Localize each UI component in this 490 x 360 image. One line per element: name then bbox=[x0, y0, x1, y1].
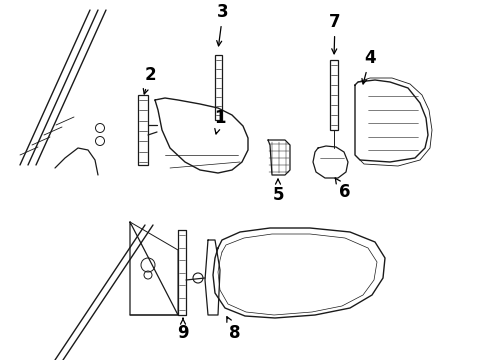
Text: 7: 7 bbox=[329, 13, 341, 54]
Text: 9: 9 bbox=[177, 318, 189, 342]
Text: 1: 1 bbox=[214, 109, 226, 134]
Text: 3: 3 bbox=[217, 3, 229, 46]
Text: 5: 5 bbox=[272, 179, 284, 204]
Text: 4: 4 bbox=[362, 49, 376, 84]
Text: 6: 6 bbox=[335, 178, 351, 201]
Text: 2: 2 bbox=[143, 66, 156, 94]
Text: 8: 8 bbox=[227, 317, 241, 342]
